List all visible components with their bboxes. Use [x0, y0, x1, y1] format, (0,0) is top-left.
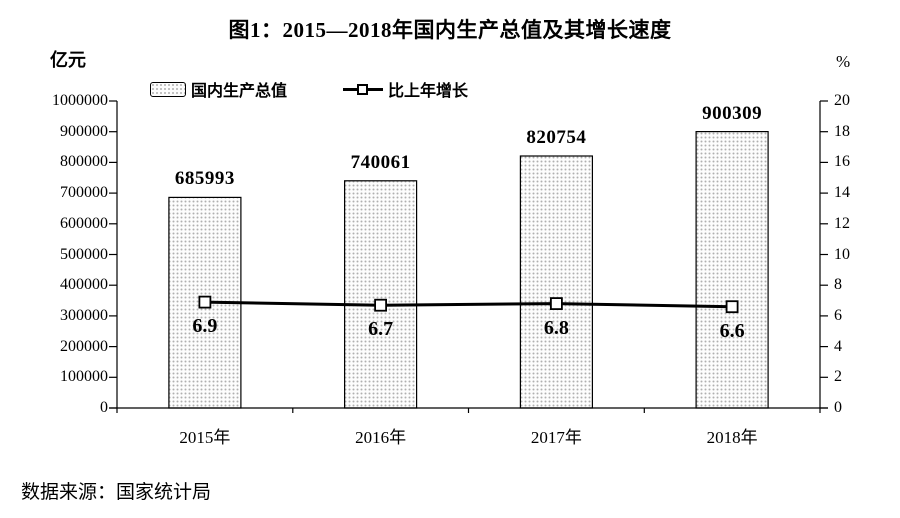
- growth-line-marker-2016年: [374, 298, 388, 312]
- right-axis-unit-label: %: [836, 52, 851, 71]
- left-axis-label: 500000: [60, 245, 108, 263]
- x-axis-label: 2017年: [530, 428, 582, 447]
- chart-title: 图1：2015—2018年国内生产总值及其增长速度: [228, 18, 672, 42]
- legend-item-growth: 比上年增长: [343, 77, 468, 101]
- growth-value-label: 6.9: [192, 315, 218, 338]
- bar-value-label: 900309: [702, 102, 763, 124]
- left-axis-label: 200000: [60, 337, 108, 355]
- growth-value-label: 6.6: [719, 319, 745, 342]
- x-axis-label: 2016年: [355, 428, 407, 447]
- right-axis-label: 14: [834, 184, 850, 202]
- right-axis-label: 12: [834, 214, 850, 232]
- right-axis-label: 0: [834, 399, 842, 416]
- left-axis-label: 700000: [60, 184, 108, 202]
- left-axis-label: 600000: [60, 214, 108, 232]
- left-axis-label: 1000000: [52, 92, 108, 109]
- left-axis-unit-label: 亿元: [50, 50, 86, 70]
- right-axis-label: 20: [834, 92, 850, 109]
- bar-value-label: 740061: [350, 151, 411, 173]
- right-axis-label: 2: [834, 368, 842, 386]
- legend-gdp-label: 国内生产总值: [191, 83, 288, 100]
- growth-line-marker-2015年: [198, 295, 212, 309]
- x-axis-label: 2018年: [706, 428, 758, 447]
- right-axis-label: 4: [834, 337, 842, 355]
- x-axis-label: 2015年: [179, 428, 231, 447]
- left-axis-label: 300000: [60, 306, 108, 324]
- right-axis-label: 6: [834, 306, 842, 324]
- legend-line-marker-icon: [343, 82, 384, 97]
- source-note: 数据来源：国家统计局: [21, 482, 212, 503]
- left-axis-label: 0: [100, 399, 108, 416]
- bar-value-label: 820754: [526, 127, 587, 148]
- left-axis-label: 900000: [60, 122, 108, 140]
- left-axis-label: 800000: [60, 153, 108, 171]
- gdp-bar-2018年: [695, 131, 769, 409]
- growth-value-label: 6.8: [543, 316, 569, 339]
- growth-value-label: 6.7: [368, 318, 394, 341]
- plot-area: [109, 100, 828, 413]
- right-axis-label: 18: [834, 122, 850, 140]
- right-axis-label: 16: [834, 153, 850, 171]
- bar-value-label: 685993: [174, 168, 235, 190]
- legend-growth-label: 比上年增长: [388, 83, 469, 100]
- legend-item-gdp: 国内生产总值: [150, 77, 287, 101]
- gdp-bar-2016年: [344, 180, 418, 409]
- growth-line-marker-2018年: [725, 300, 739, 314]
- growth-line-marker-2017年: [550, 297, 563, 311]
- legend: 国内生产总值 比上年增长: [150, 77, 468, 101]
- growth-line: [204, 300, 733, 309]
- left-axis-label: 400000: [60, 276, 108, 294]
- right-axis-label: 8: [834, 276, 842, 294]
- gdp-bar-2017年: [519, 155, 594, 409]
- legend-bar-swatch-icon: [150, 81, 186, 97]
- right-axis-label: 10: [834, 245, 850, 263]
- left-axis-label: 100000: [60, 368, 108, 386]
